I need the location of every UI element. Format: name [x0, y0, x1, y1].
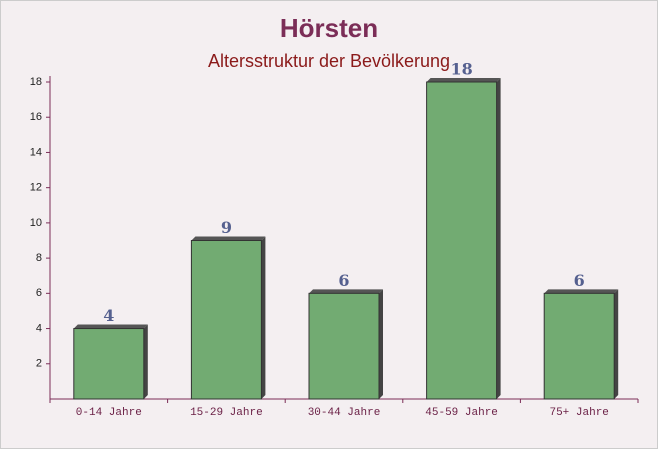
- chart-title: Hörsten: [280, 13, 378, 43]
- y-tick-label: 12: [30, 182, 42, 194]
- y-tick-label: 10: [30, 217, 42, 229]
- x-tick-label: 75+ Jahre: [549, 407, 608, 419]
- bar: [426, 81, 498, 400]
- value-label: 6: [574, 271, 585, 290]
- bar: [190, 240, 262, 400]
- bar: [308, 292, 380, 400]
- bar-side: [261, 236, 266, 399]
- x-tick-label: 15-29 Jahre: [190, 407, 263, 419]
- bar-side: [614, 289, 619, 399]
- y-tick-label: 16: [30, 111, 42, 123]
- chart-subtitle: Altersstruktur der Bevölkerung: [208, 51, 450, 71]
- x-tick-label: 30-44 Jahre: [308, 407, 381, 419]
- y-tick-label: 2: [36, 358, 42, 370]
- bar-side: [143, 324, 148, 399]
- bar: [543, 292, 615, 400]
- bar-top: [191, 236, 266, 241]
- value-label: 9: [221, 218, 232, 237]
- value-label: 4: [103, 306, 114, 325]
- y-tick-label: 4: [36, 322, 42, 334]
- x-tick-label: 0-14 Jahre: [76, 407, 142, 419]
- y-tick-label: 14: [30, 146, 42, 158]
- x-tick-label: 45-59 Jahre: [425, 407, 498, 419]
- bar-top: [73, 324, 148, 329]
- bar: [73, 328, 145, 400]
- bar-top: [544, 289, 619, 294]
- y-tick-label: 8: [36, 252, 42, 264]
- y-tick-label: 6: [36, 287, 42, 299]
- value-label: 6: [338, 271, 349, 290]
- bar-top: [309, 289, 383, 294]
- y-tick-label: 18: [30, 76, 42, 88]
- value-label: 18: [450, 60, 472, 79]
- bar-side: [379, 289, 383, 399]
- bar-side: [496, 78, 501, 399]
- bar-top: [426, 78, 501, 82]
